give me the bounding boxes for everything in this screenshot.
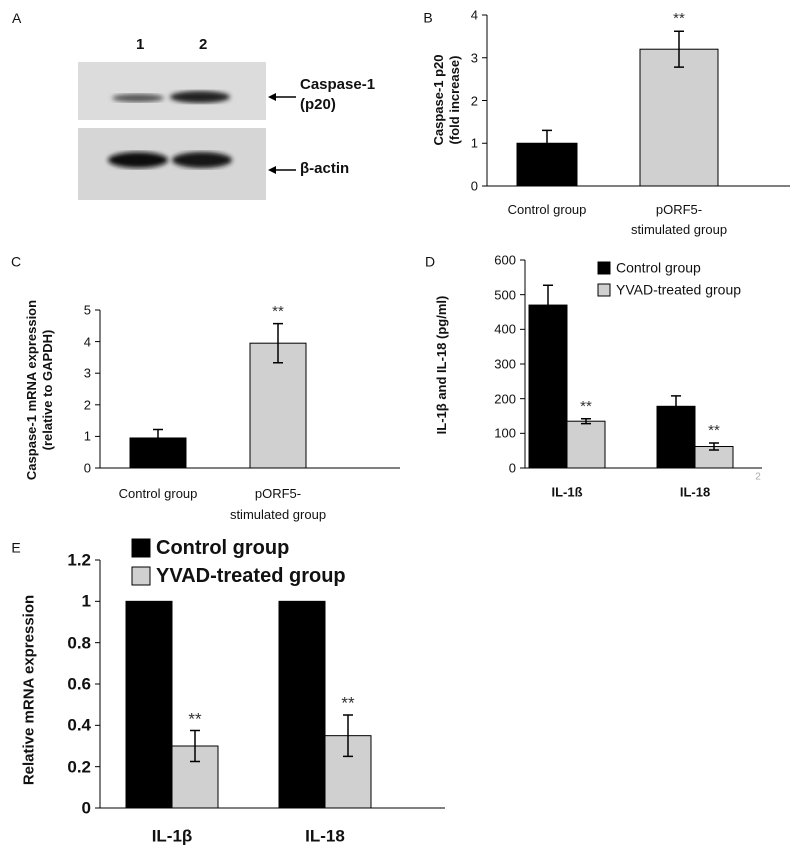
western-blot: [78, 62, 296, 200]
significance-marker: **: [708, 421, 720, 439]
y-tick-label: 3: [83, 365, 91, 381]
y-tick-label: 0.2: [67, 756, 91, 776]
significance-marker: **: [188, 708, 202, 728]
y-axis-label: Relative mRNA expression: [20, 594, 38, 786]
y-axis-label: Caspase-1 mRNA expression (relative to G…: [23, 299, 55, 481]
bar: [639, 48, 719, 187]
significance-marker: **: [272, 302, 284, 320]
y-tick-label: 0.4: [67, 715, 91, 735]
y-tick-label: 2: [470, 92, 478, 108]
panel-label: D: [424, 253, 436, 270]
y-axis-label: IL-1β and IL-18 (pg/ml): [433, 295, 449, 435]
y-tick-label: 4: [83, 333, 91, 349]
error-bar: [343, 714, 353, 758]
arrowhead: [268, 93, 276, 101]
y-axis-label: Caspase-1 p20 (fold increase): [430, 54, 462, 146]
y-tick-label: 200: [494, 390, 516, 406]
error-bar: [542, 129, 552, 157]
legend-swatch: [131, 538, 151, 558]
legend-label: YVAD-treated group: [156, 565, 346, 587]
y-tick-label: 0: [81, 798, 91, 818]
lane-label: 2: [199, 36, 208, 53]
bar: [566, 420, 606, 469]
legend-swatch: [597, 261, 611, 275]
error-bar: [581, 418, 591, 425]
blot-band: [112, 94, 164, 102]
y-tick-label: 400: [494, 321, 516, 337]
panel-label: C: [10, 253, 22, 270]
bar: [656, 405, 696, 469]
legend-label: Control group: [156, 537, 290, 559]
panel-label: E: [11, 539, 21, 556]
band-label: Caspase-1 (p20): [300, 76, 376, 114]
y-tick-label: 300: [494, 356, 516, 372]
legend-swatch: [131, 566, 151, 586]
x-tick-label: pORF5- stimulated group: [229, 486, 327, 522]
blot-strip: [78, 128, 266, 200]
x-tick-label: Control group: [118, 486, 198, 501]
blot-band: [172, 152, 232, 168]
y-tick-label: 0.8: [67, 632, 91, 652]
y-tick-label: 5: [83, 302, 91, 318]
y-tick-label: 1: [83, 428, 91, 444]
y-tick-label: 100: [494, 425, 516, 441]
bar: [278, 600, 326, 809]
legend-label: Control group: [616, 259, 701, 276]
annotation: 2: [755, 471, 761, 483]
y-tick-label: 0: [470, 178, 478, 194]
significance-marker: **: [341, 693, 355, 713]
blot-band: [108, 152, 168, 168]
x-tick-label: Control group: [507, 202, 587, 217]
panel-label: B: [423, 9, 433, 26]
blot-band: [170, 91, 230, 103]
error-bar: [674, 30, 684, 68]
lane-label: 1: [136, 36, 145, 53]
y-tick-label: 0: [508, 460, 516, 476]
error-bar: [153, 428, 163, 448]
legend-label: YVAD-treated group: [616, 281, 742, 298]
error-bar: [190, 729, 200, 763]
y-tick-label: 1: [81, 591, 91, 611]
bar: [125, 600, 173, 809]
x-tick-label: pORF5- stimulated group: [630, 202, 728, 237]
x-tick-label: IL-18: [305, 826, 345, 846]
y-tick-label: 1.2: [67, 550, 91, 570]
y-tick-label: 600: [494, 252, 516, 268]
x-tick-label: IL-18: [679, 484, 711, 500]
bar: [528, 304, 568, 469]
y-tick-label: 1: [470, 135, 478, 151]
error-bar: [543, 284, 553, 326]
significance-marker: **: [580, 397, 592, 415]
legend-swatch: [597, 283, 611, 297]
error-bar: [671, 395, 681, 418]
arrowhead: [268, 166, 276, 174]
y-tick-label: 2: [83, 397, 91, 413]
significance-marker: **: [673, 9, 685, 27]
error-bar: [273, 322, 283, 364]
x-tick-label: IL-1ß: [551, 484, 583, 500]
error-bar: [709, 442, 719, 451]
y-tick-label: 3: [470, 50, 478, 65]
y-tick-label: 0: [83, 460, 91, 476]
blot-strip: [78, 62, 266, 120]
y-tick-label: 4: [470, 7, 478, 23]
band-label: β-actin: [300, 160, 350, 177]
bar: [249, 342, 307, 469]
y-tick-label: 500: [494, 286, 516, 302]
panel-label: A: [12, 10, 22, 26]
y-tick-label: 0.6: [67, 674, 91, 694]
x-tick-label: IL-1β: [151, 826, 193, 846]
